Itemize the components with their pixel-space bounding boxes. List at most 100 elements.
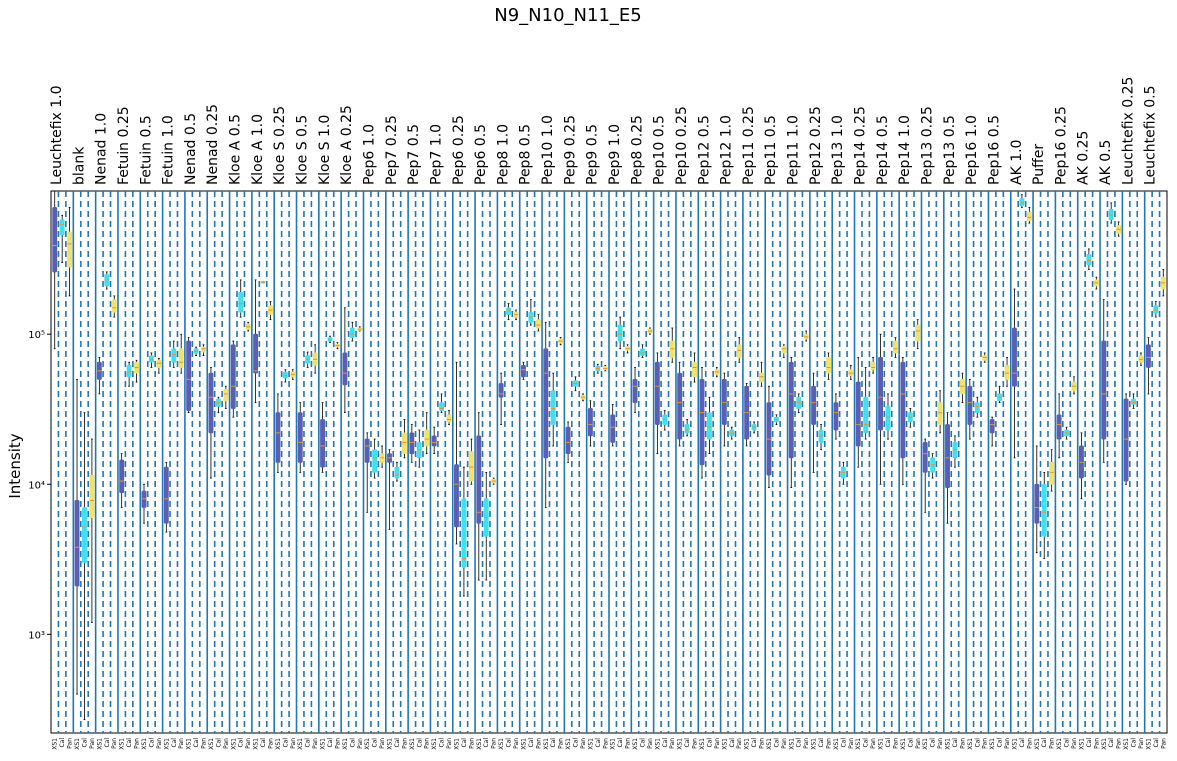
box-cal [1153,305,1159,314]
group-label: Kloe S 0.25 [272,106,288,185]
x-tick-label: XS1 [1034,738,1041,750]
x-tick-label: XS1 [431,738,438,750]
x-tick-label: XS1 [1145,738,1152,750]
x-tick-label: Cal [148,738,155,748]
group-label: Kloe S 0.5 [295,115,311,185]
x-tick-label: Pan [602,738,609,749]
x-tick-label: XS1 [453,738,460,750]
box-pan [870,361,876,371]
x-tick-label: XS1 [922,738,929,750]
x-tick-label: Pan [692,738,699,749]
box-cal [171,348,177,363]
x-tick-label: Pan [1116,738,1123,749]
box-xs1 [811,385,817,425]
box-pan [201,346,206,353]
x-tick-label: Cal [550,738,557,748]
x-tick-label: Cal [1108,738,1115,748]
x-tick-label: Cal [1153,738,1160,748]
group-label: Pep8 1.0 [495,124,511,185]
x-tick-label: Cal [751,738,758,748]
box-cal [394,466,400,479]
x-tick-label: Cal [104,738,111,748]
x-tick-label: Pan [334,738,341,749]
box-cal [461,498,467,568]
group-label: Pep10 1.0 [540,115,556,185]
x-tick-label: Cal [372,738,379,748]
x-tick-label: XS1 [945,738,952,750]
box-pan [89,474,95,518]
x-tick-label: Cal [706,738,713,748]
group-label: Pep7 0.5 [406,124,422,185]
group-label: Pep11 0.25 [741,106,757,185]
box-pan [424,429,430,447]
x-tick-label: Pan [267,738,274,749]
x-tick-label: Cal [81,738,88,748]
x-tick-label: XS1 [1078,738,1085,750]
box-xs1 [922,442,928,473]
box-pan [401,432,407,455]
x-tick-label: Cal [840,738,847,748]
x-tick-label: Cal [506,738,513,748]
x-tick-label: Cal [863,738,870,748]
group-label: Pep16 0.25 [1053,106,1069,185]
x-tick-label: Cal [573,738,580,748]
box-cal [550,390,556,425]
x-tick-label: XS1 [74,738,81,750]
x-tick-label: XS1 [1101,738,1108,750]
box-xs1 [788,361,794,459]
x-tick-label: Pan [736,738,743,749]
box-cal [885,406,891,431]
group-label: Nenad 0.5 [183,113,199,185]
box-xs1 [431,435,437,447]
x-tick-label: Cal [416,738,423,748]
x-tick-label: Pan [424,738,431,749]
box-pan [111,299,117,313]
box-xs1 [119,459,125,493]
x-tick-label: Pan [580,738,587,749]
group-label: Pep11 0.5 [763,115,779,185]
box-cal [349,327,355,338]
x-tick-label: Cal [305,738,312,748]
group-label: Pep9 0.25 [562,115,578,185]
x-tick-label: Cal [907,738,914,748]
box-xs1 [543,348,549,459]
group-label: Kloe A 0.5 [228,114,244,185]
x-tick-label: Cal [461,738,468,748]
x-tick-label: Pan [1138,738,1145,749]
x-tick-label: Pan [915,738,922,749]
box-pan [736,344,742,358]
x-tick-label: Cal [1041,738,1048,748]
x-tick-label: Pan [669,738,676,749]
x-tick-label: Cal [1086,738,1093,748]
x-tick-label: Cal [930,738,937,748]
group-label: Kloe A 0.25 [339,105,355,185]
x-tick-label: Pan [401,738,408,749]
group-label: Pep14 0.5 [875,115,891,185]
box-cal [863,396,869,434]
group-label: Puffer [1031,144,1047,185]
box-xs1 [878,357,884,431]
x-tick-label: Pan [1026,738,1033,749]
x-tick-label: Cal [997,738,1004,748]
group-label: Pep8 0.5 [518,124,534,185]
x-tick-label: XS1 [610,738,617,750]
x-tick-label: Pan [781,738,788,749]
box-pan [826,357,831,374]
x-tick-label: Pan [870,738,877,749]
group-label: Pep13 1.0 [830,115,846,185]
x-tick-label: Cal [282,738,289,748]
box-xs1 [230,344,236,409]
x-tick-label: Cal [952,738,959,748]
group-label: Nenad 1.0 [94,113,110,185]
box-xs1 [1123,398,1129,482]
x-tick-label: Cal [617,738,624,748]
x-tick-label: Pan [111,738,118,749]
box-xs1 [1034,483,1040,524]
box-xs1 [699,378,705,466]
group-label: blank [71,146,87,185]
x-tick-label: Pan [1093,738,1100,749]
box-xs1 [498,383,504,398]
box-cal [126,364,132,378]
